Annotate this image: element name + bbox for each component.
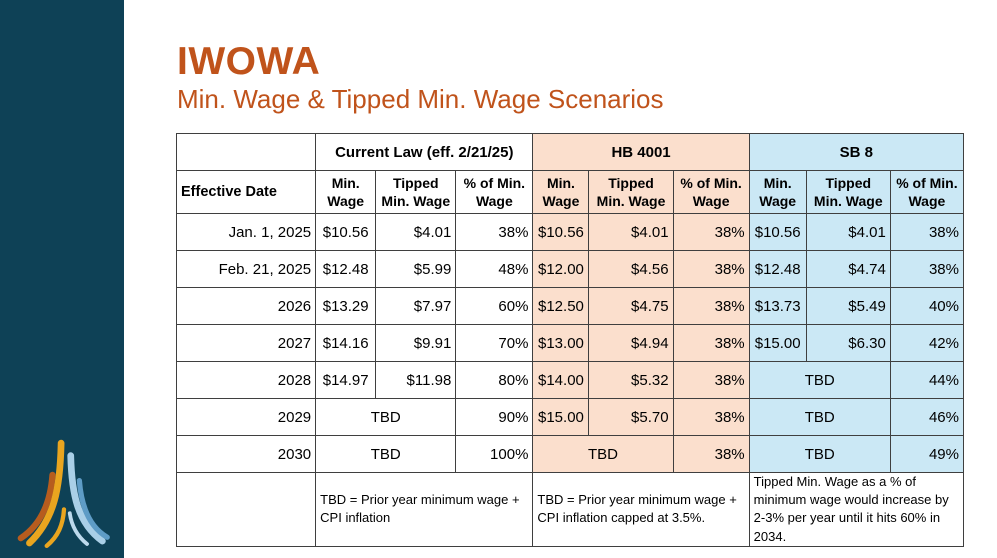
table-cell: 38% bbox=[672, 287, 750, 325]
row-header-effective-date: Effective Date bbox=[175, 170, 317, 214]
table-cell: TBD bbox=[315, 398, 457, 436]
table-cell: 38% bbox=[672, 398, 750, 436]
table-cell: Feb. 21, 2025 bbox=[175, 250, 317, 288]
page-subtitle: Min. Wage & Tipped Min. Wage Scenarios bbox=[177, 84, 664, 114]
table-row: Feb. 21, 2025 $12.48 $5.99 48% $12.00 $4.56 38… bbox=[175, 250, 965, 288]
note-hb4001: TBD = Prior year minimum wage + CPI infl… bbox=[532, 472, 750, 547]
table-cell: TBD bbox=[748, 435, 891, 473]
table-cell: $13.73 bbox=[748, 287, 807, 325]
iwowa-logo bbox=[17, 439, 110, 549]
table-cell: 49% bbox=[889, 435, 965, 473]
table-row: 2027 $14.16 $9.91 70% $13.00 $4.94 38% $15.00 $6… bbox=[175, 324, 965, 362]
table-cell: 38% bbox=[889, 250, 965, 288]
table-cell: 42% bbox=[889, 324, 965, 362]
table-row: Jan. 1, 2025 $10.56 $4.01 38% $10.56 $4.01 38%… bbox=[175, 213, 965, 251]
table-cell: $12.48 bbox=[748, 250, 807, 288]
table-cell: 60% bbox=[455, 287, 534, 325]
table-row: 2029 TBD 90% $15.00 $5.70 38% TBD 46% bbox=[175, 398, 965, 436]
page-title: IWOWA bbox=[177, 40, 321, 83]
table-cell: $5.70 bbox=[588, 398, 674, 436]
col-header-pct-of-min-wage: % of Min. Wage bbox=[889, 170, 965, 214]
table-cell: TBD bbox=[748, 398, 891, 436]
table-body: Jan. 1, 2025 $10.56 $4.01 38% $10.56 $4.01 38%… bbox=[175, 213, 965, 473]
table-cell: $4.01 bbox=[805, 213, 891, 251]
table-cell: $10.56 bbox=[315, 213, 377, 251]
table-cell: TBD bbox=[532, 435, 674, 473]
table-cell: $14.97 bbox=[315, 361, 377, 399]
table-cell: $7.97 bbox=[375, 287, 457, 325]
table-cell: $5.49 bbox=[805, 287, 891, 325]
table-cell: $12.50 bbox=[532, 287, 590, 325]
table-cell: 90% bbox=[455, 398, 534, 436]
table-cell: $13.29 bbox=[315, 287, 377, 325]
table-cell: 40% bbox=[889, 287, 965, 325]
table-cell: $10.56 bbox=[532, 213, 590, 251]
table-cell: 2029 bbox=[175, 398, 317, 436]
group-header-row: Current Law (eff. 2/21/25) HB 4001 SB 8 bbox=[175, 133, 965, 171]
table-cell: 46% bbox=[889, 398, 965, 436]
table-cell: 38% bbox=[672, 324, 750, 362]
table-cell: 38% bbox=[455, 213, 534, 251]
corner-cell bbox=[175, 133, 317, 171]
table-cell: 38% bbox=[672, 435, 750, 473]
table-cell: Jan. 1, 2025 bbox=[175, 213, 317, 251]
table-cell: 44% bbox=[889, 361, 965, 399]
table-cell: $14.00 bbox=[532, 361, 590, 399]
col-header-pct-of-min-wage: % of Min. Wage bbox=[455, 170, 534, 214]
table-cell: 100% bbox=[455, 435, 534, 473]
col-header-tipped-min-wage: Tipped Min. Wage bbox=[375, 170, 457, 214]
table-cell: $15.00 bbox=[748, 324, 807, 362]
table-cell: $12.48 bbox=[315, 250, 377, 288]
wage-table: Current Law (eff. 2/21/25) HB 4001 SB 8 … bbox=[175, 133, 965, 547]
notes-spacer-cell bbox=[175, 472, 317, 547]
table-cell: TBD bbox=[748, 361, 891, 399]
table-cell: $4.56 bbox=[588, 250, 674, 288]
table-cell: $10.56 bbox=[748, 213, 807, 251]
col-header-pct-of-min-wage: % of Min. Wage bbox=[672, 170, 750, 214]
table-cell: 2028 bbox=[175, 361, 317, 399]
table-cell: 38% bbox=[672, 361, 750, 399]
group-header-sb8: SB 8 bbox=[748, 133, 965, 171]
note-sb8: Tipped Min. Wage as a % of minimum wage … bbox=[748, 472, 965, 547]
table-cell: $13.00 bbox=[532, 324, 590, 362]
table-cell: $4.01 bbox=[588, 213, 674, 251]
col-header-min-wage: Min. Wage bbox=[532, 170, 590, 214]
table-cell: 38% bbox=[672, 250, 750, 288]
group-header-current-law: Current Law (eff. 2/21/25) bbox=[315, 133, 534, 171]
notes-row: TBD = Prior year minimum wage + CPI infl… bbox=[175, 472, 965, 547]
table-cell: $11.98 bbox=[375, 361, 457, 399]
table-cell: 2026 bbox=[175, 287, 317, 325]
col-header-tipped-min-wage: Tipped Min. Wage bbox=[588, 170, 674, 214]
table-cell: $4.74 bbox=[805, 250, 891, 288]
sidebar bbox=[0, 0, 124, 558]
table-row: 2026 $13.29 $7.97 60% $12.50 $4.75 38% $13.73 $5… bbox=[175, 287, 965, 325]
table-cell: 38% bbox=[672, 213, 750, 251]
table-cell: TBD bbox=[315, 435, 457, 473]
table-cell: $14.16 bbox=[315, 324, 377, 362]
table-row: 2030 TBD 100% TBD 38% TBD 49% bbox=[175, 435, 965, 473]
table-cell: $15.00 bbox=[532, 398, 590, 436]
col-header-min-wage: Min. Wage bbox=[315, 170, 377, 214]
column-header-row: Effective Date Min. Wage Tipped Min. Wag… bbox=[175, 170, 965, 214]
table-cell: 70% bbox=[455, 324, 534, 362]
table-cell: $5.99 bbox=[375, 250, 457, 288]
table-cell: $5.32 bbox=[588, 361, 674, 399]
table-cell: 80% bbox=[455, 361, 534, 399]
table-cell: 2027 bbox=[175, 324, 317, 362]
table-cell: $4.94 bbox=[588, 324, 674, 362]
table-cell: $6.30 bbox=[805, 324, 891, 362]
group-header-hb4001: HB 4001 bbox=[532, 133, 750, 171]
table-cell: $9.91 bbox=[375, 324, 457, 362]
table-cell: $4.01 bbox=[375, 213, 457, 251]
table-cell: 2030 bbox=[175, 435, 317, 473]
col-header-min-wage: Min. Wage bbox=[748, 170, 807, 214]
table-row: 2028 $14.97 $11.98 80% $14.00 $5.32 38% TBD 44% bbox=[175, 361, 965, 399]
table-cell: $4.75 bbox=[588, 287, 674, 325]
table-cell: 38% bbox=[889, 213, 965, 251]
note-current-law: TBD = Prior year minimum wage + CPI infl… bbox=[315, 472, 534, 547]
col-header-tipped-min-wage: Tipped Min. Wage bbox=[805, 170, 891, 214]
table-cell: $12.00 bbox=[532, 250, 590, 288]
table-cell: 48% bbox=[455, 250, 534, 288]
